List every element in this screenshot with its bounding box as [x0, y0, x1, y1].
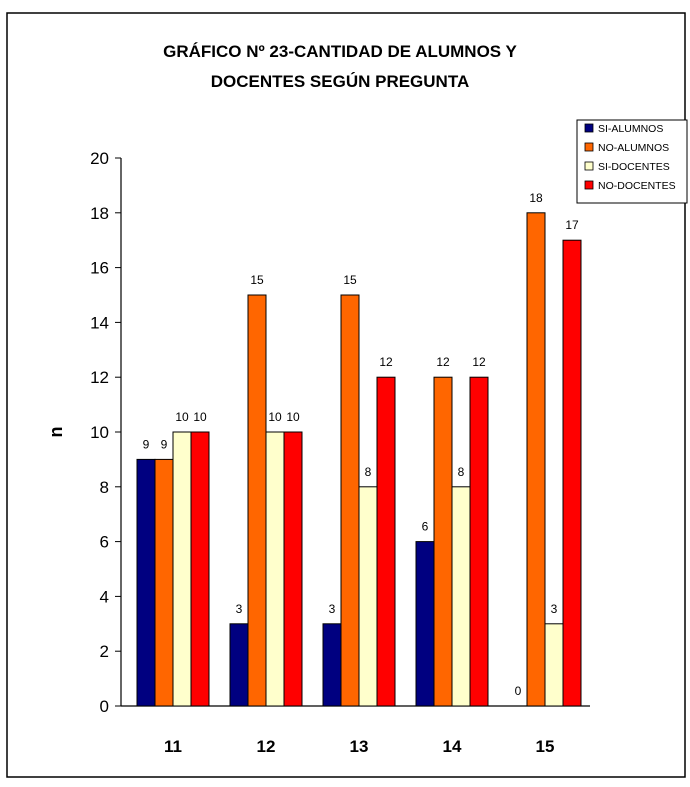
data-label: 9 [143, 437, 150, 451]
data-label: 3 [329, 602, 336, 616]
data-label: 8 [365, 465, 372, 479]
bar [265, 431, 285, 707]
data-label: 10 [286, 410, 300, 424]
y-tick-label: 20 [90, 149, 109, 168]
chart-title-line-2: DOCENTES SEGÚN PREGUNTA [211, 72, 470, 91]
x-tick-label: 13 [350, 737, 369, 756]
bar [229, 623, 249, 707]
bar [190, 431, 210, 707]
legend-label: SI-ALUMNOS [598, 123, 663, 135]
y-ticks: 0 2 4 6 8 10 12 14 16 18 20 [90, 149, 121, 716]
x-tick-label: 15 [536, 737, 555, 756]
x-tick-label: 11 [164, 737, 182, 756]
data-label: 12 [472, 355, 486, 369]
chart-title-line-1: GRÁFICO Nº 23-CANTIDAD DE ALUMNOS Y [163, 42, 517, 61]
legend: SI-ALUMNOS NO-ALUMNOS SI-DOCENTES NO-DOCENT… [576, 119, 688, 204]
bar [322, 623, 342, 707]
data-label: 17 [565, 218, 579, 232]
y-tick-label: 0 [100, 697, 109, 716]
bar [283, 431, 303, 707]
bars [136, 212, 582, 707]
legend-swatch [584, 180, 594, 190]
data-labels: 9 9 10 10 3 15 10 10 3 15 8 12 6 12 8 12 0 18 3 17 [143, 191, 579, 698]
data-label: 18 [529, 191, 543, 205]
bar [247, 294, 267, 707]
data-label: 3 [236, 602, 243, 616]
y-axis-title: n [46, 427, 66, 438]
legend-box [576, 119, 688, 204]
legend-swatch [584, 161, 594, 171]
legend-label: SI-DOCENTES [598, 161, 670, 173]
data-label: 3 [551, 602, 558, 616]
data-label: 10 [268, 410, 282, 424]
y-tick-label: 14 [90, 313, 109, 332]
bar [136, 458, 156, 707]
y-tick-label: 6 [100, 533, 109, 552]
data-label: 9 [161, 437, 168, 451]
bar [340, 294, 360, 707]
data-label: 8 [458, 465, 465, 479]
y-tick-label: 12 [90, 368, 109, 387]
legend-swatch [584, 123, 594, 133]
bar [376, 376, 396, 707]
data-label: 15 [250, 273, 264, 287]
bar [415, 541, 435, 707]
y-tick-label: 8 [100, 478, 109, 497]
data-label: 0 [515, 684, 522, 698]
y-tick-label: 16 [90, 259, 109, 278]
bar [433, 376, 453, 707]
legend-label: NO-ALUMNOS [598, 142, 669, 154]
bar [154, 458, 174, 707]
data-label: 15 [343, 273, 357, 287]
data-label: 12 [379, 355, 393, 369]
legend-swatch [584, 142, 594, 152]
legend-label: NO-DOCENTES [598, 180, 676, 192]
x-tick-label: 14 [443, 737, 462, 756]
y-tick-label: 10 [90, 423, 109, 442]
data-label: 12 [436, 355, 450, 369]
data-label: 6 [422, 520, 429, 534]
bar [562, 239, 582, 707]
x-ticks: 11 12 13 14 15 [164, 737, 554, 756]
bar [451, 486, 471, 707]
x-tick-label: 12 [257, 737, 276, 756]
bar [469, 376, 489, 707]
y-tick-label: 4 [100, 587, 109, 606]
bar [358, 486, 378, 707]
y-tick-label: 2 [100, 642, 109, 661]
bar [172, 431, 192, 707]
data-label: 10 [175, 410, 189, 424]
bar [544, 623, 564, 707]
data-label: 10 [193, 410, 207, 424]
y-tick-label: 18 [90, 204, 109, 223]
bar [526, 212, 546, 707]
